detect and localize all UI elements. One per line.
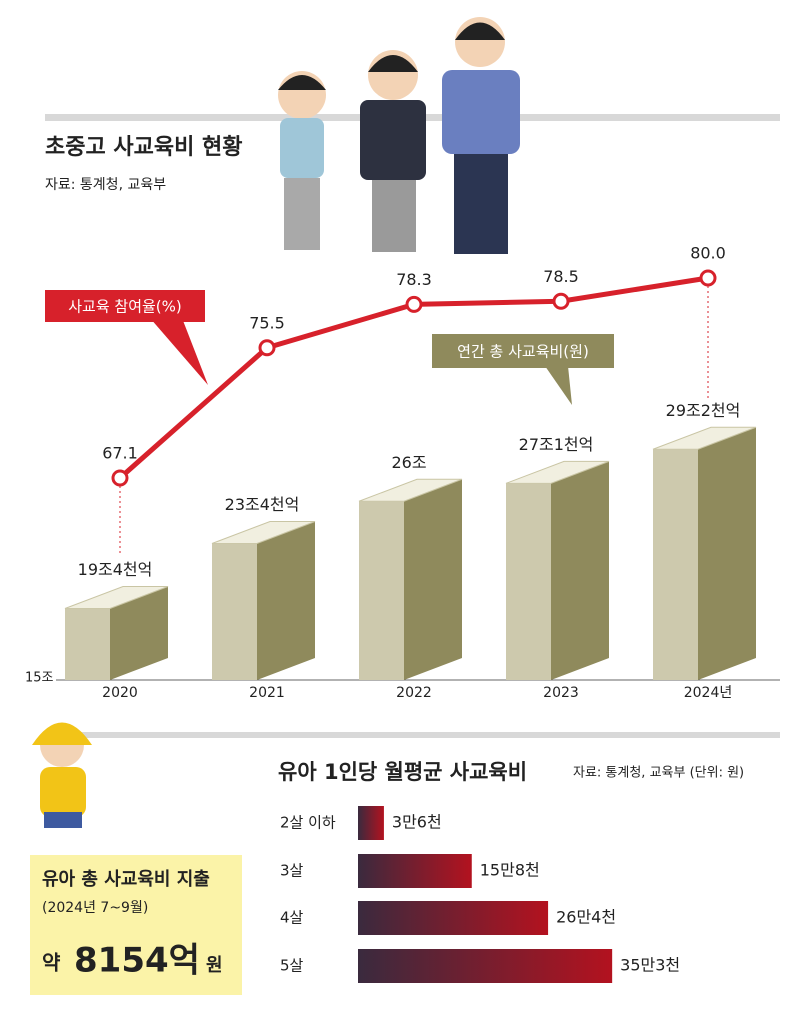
line-value-label: 80.0: [690, 244, 726, 263]
y-tick-label: 4살: [280, 909, 304, 927]
chart-title: 초중고 사교육비 현황: [45, 135, 242, 160]
bar-side: [551, 461, 609, 680]
bar-side: [698, 427, 756, 680]
bar: [358, 949, 613, 983]
infobox-prefix: 약: [42, 951, 61, 975]
infobox-amount: 8154억: [74, 941, 200, 981]
line-value-label: 78.5: [543, 267, 579, 286]
bar: [359, 501, 404, 680]
bar-group: [652, 426, 757, 680]
infobox-period: (2024년 7~9월): [42, 900, 148, 916]
line-value-label: 78.3: [396, 270, 432, 289]
x-tick-label: 2024년: [684, 685, 733, 701]
bar-value-label: 27조1천억: [519, 435, 594, 454]
bar-group: [505, 460, 610, 680]
line-value-label: 75.5: [249, 313, 285, 332]
bar: [65, 608, 110, 680]
source: 자료: 통계청, 교육부: [45, 177, 166, 193]
bar: [358, 806, 384, 840]
x-tick-label: 2020: [102, 685, 138, 701]
bar: [653, 449, 698, 680]
line-point: [552, 292, 570, 310]
bar-value-label: 35만3천: [620, 956, 680, 975]
line-point: [699, 269, 717, 287]
infobox-bg: [30, 855, 242, 995]
y-tick-label: 2살 이하: [280, 814, 336, 832]
y-tick-label: 5살: [280, 957, 304, 975]
bar-side: [404, 479, 462, 680]
kids-illustration: [32, 17, 520, 828]
line-point: [258, 339, 276, 357]
bar-side: [110, 586, 168, 680]
infobox: 유아 총 사교육비 지출 (2024년 7~9월) 약 8154억 원: [30, 855, 242, 995]
bar-value-label: 3만6천: [392, 813, 442, 832]
infobox-title: 유아 총 사교육비 지출: [42, 869, 210, 890]
legend-box: [432, 334, 614, 368]
y-tick-label: 15조: [25, 671, 54, 686]
legend-label: 사교육 참여율(%): [68, 298, 182, 316]
mid-rule: [45, 732, 780, 738]
callout-tail: [150, 318, 208, 385]
bar-value-label: 19조4천억: [78, 560, 153, 579]
bar-value-label: 26조: [391, 453, 426, 472]
bar: [358, 901, 549, 935]
source: 자료: 통계청, 교육부 (단위: 원): [573, 766, 744, 781]
x-tick-label: 2023: [543, 685, 579, 701]
bar-value-label: 15만8천: [480, 861, 540, 880]
legend-box: [45, 290, 205, 322]
bar-value-label: 23조4천억: [225, 495, 300, 514]
bar: [212, 543, 257, 680]
x-tick-label: 2022: [396, 685, 432, 701]
x-tick-label: 2021: [249, 685, 285, 701]
y-tick-label: 3살: [280, 862, 304, 880]
bar-value-label: 29조2천억: [666, 401, 741, 420]
legend-label: 연간 총 사교육비(원): [457, 343, 589, 361]
line-point: [111, 469, 129, 487]
bar-group: [64, 586, 169, 680]
line-value-label: 67.1: [102, 443, 138, 462]
callout-tail: [545, 366, 572, 405]
bar-side: [257, 521, 315, 680]
bar-value-label: 26만4천: [556, 908, 616, 927]
bar-group: [358, 478, 463, 680]
line-point: [405, 295, 423, 313]
bar-group: [211, 521, 316, 680]
infobox-unit: 원: [206, 955, 223, 976]
bar: [358, 854, 472, 888]
chart-title: 유아 1인당 월평균 사교육비: [278, 760, 527, 784]
bar: [506, 483, 551, 680]
